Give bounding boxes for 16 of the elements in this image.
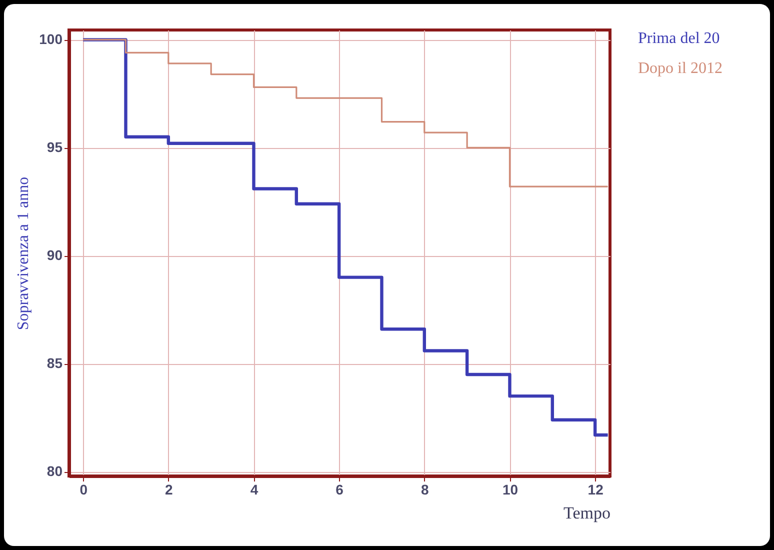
x-tick-label: 2 (165, 482, 174, 498)
x-tick-label: 12 (588, 482, 604, 498)
y-tick-label: 90 (46, 247, 63, 264)
y-tick-label: 100 (39, 31, 63, 48)
text: Prima del 20 (638, 30, 720, 47)
x-tick-label: 0 (80, 482, 88, 498)
y-axis-title: Sopravvivenza a 1 anno (15, 176, 32, 330)
y-tick-label: 85 (46, 355, 63, 372)
x-tick-label: 8 (421, 482, 430, 498)
text: Dopo il 2012 (638, 60, 722, 77)
y-tick-label: 95 (46, 139, 63, 156)
x-tick-label: 4 (250, 482, 258, 498)
y-tick-label: 80 (46, 463, 63, 480)
x-tick-label: 10 (502, 482, 518, 498)
x-tick-label: 6 (336, 482, 344, 498)
x-axis-title: Tempo (564, 504, 610, 522)
